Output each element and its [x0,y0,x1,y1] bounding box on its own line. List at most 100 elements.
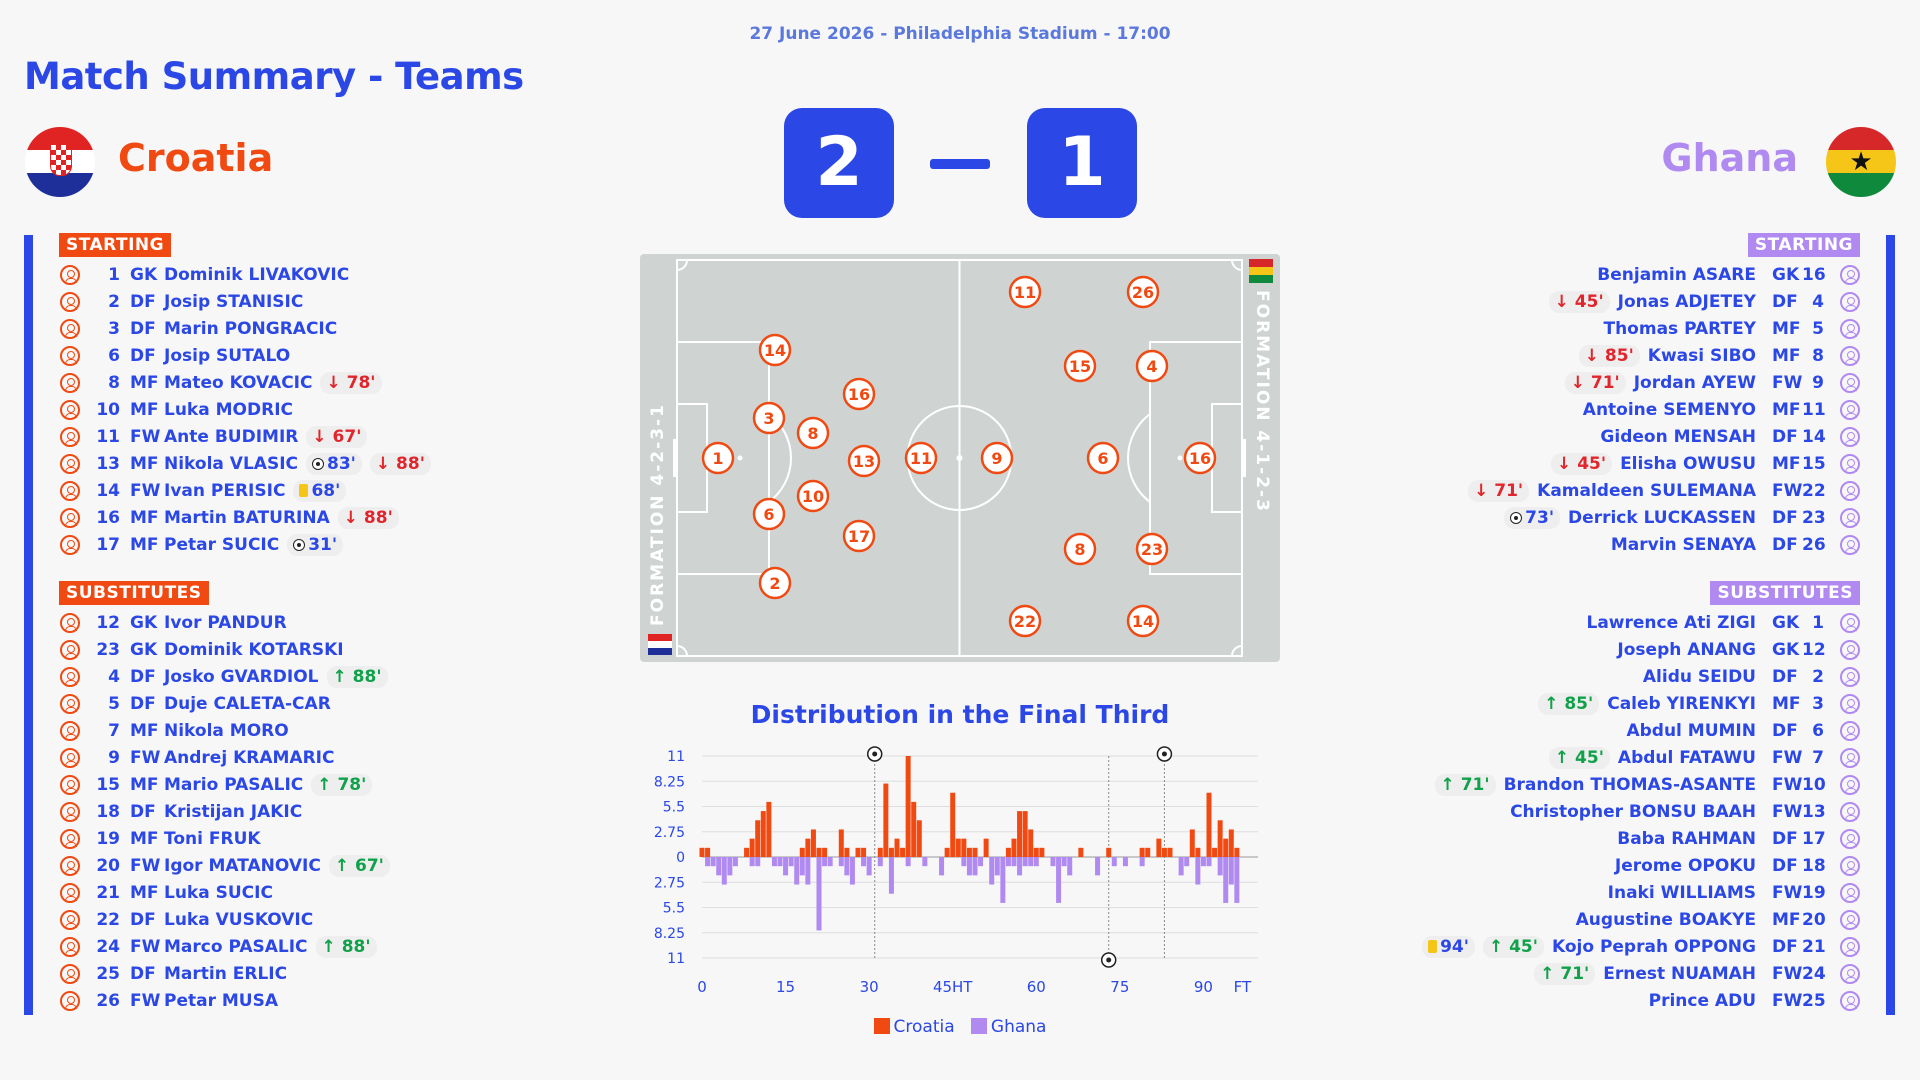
sub-out-badge: ↓ 71' [1564,372,1626,394]
player-row[interactable]: 15 MF Mario PASALIC ↑ 78' [60,772,373,799]
player-row[interactable]: 11 FW Ante BUDIMIR ↓ 67' [60,424,368,451]
player-position: GK [130,613,158,633]
player-row[interactable]: Alidu SEIDU DF 2 [1643,664,1860,691]
player-number: 7 [1812,748,1824,768]
player-row[interactable]: 18 DF Kristijan JAKIC [60,799,302,826]
player-row[interactable]: ↑ 71' Brandon THOMAS-ASANTE FW10 [1434,772,1860,799]
player-icon [60,400,80,420]
player-row[interactable]: ↑ 85' Caleb YIRENKYI MF 3 [1538,691,1860,718]
player-row[interactable]: Lawrence Ati ZIGI GK 1 [1586,610,1860,637]
player-row[interactable]: Baba RAHMAN DF 17 [1617,826,1860,853]
sub-out-badge: ↓ 71' [1468,480,1530,502]
croatia-bar [894,838,900,857]
svg-text:6: 6 [763,505,774,524]
croatia-bar [1167,847,1173,857]
player-row[interactable]: ↓ 71' Kamaldeen SULEMANA FW22 [1468,478,1860,505]
player-row[interactable]: 9 FW Andrej KRAMARIC [60,745,334,772]
player-name: Kristijan JAKIC [164,802,303,822]
player-icon [1840,427,1860,447]
player-row[interactable]: ↓ 45' Elisha OWUSU MF15 [1551,451,1860,478]
player-row[interactable]: 19 MF Toni FRUK [60,826,261,853]
player-row[interactable]: Augustine BOAKYE MF20 [1576,907,1860,934]
sub-out-badge: ↓ 45' [1548,291,1610,313]
ghana-bar [732,857,738,867]
player-row[interactable]: Inaki WILLIAMS FW19 [1608,880,1860,907]
away-goal-box [1211,403,1243,513]
player-row[interactable]: 1 GK Dominik LIVAKOVIC [60,262,349,289]
player-row[interactable]: Marvin SENAYA DF 26 [1611,532,1860,559]
corner-arc [1231,259,1243,271]
player-row[interactable]: Gideon MENSAH DF 14 [1600,424,1860,451]
player-row[interactable]: 25 DF Martin ERLIC [60,961,287,988]
player-row[interactable]: ↓ 85' Kwasi SIBO MF 8 [1578,343,1860,370]
player-row[interactable]: 6 DF Josip SUTALO [60,343,290,370]
player-number: 4 [1812,292,1824,312]
player-row[interactable]: 20 FW Igor MATANOVIC ↑ 67' [60,853,390,880]
away-player-marker: 8 [1063,532,1097,566]
player-icon [60,508,80,528]
croatia-bar [983,838,989,857]
home-team-name: Croatia [118,136,274,180]
corner-arc [676,259,688,271]
player-row[interactable]: 94' ↑ 45' Kojo Peprah OPPONG DF 21 [1422,934,1860,961]
player-name: Augustine BOAKYE [1575,910,1756,930]
player-row[interactable]: 16 MF Martin BATURINA ↓ 88' [60,505,399,532]
player-row[interactable]: Abdul MUMIN DF 6 [1626,718,1860,745]
player-number: 17 [1802,829,1826,849]
player-row[interactable]: 22 DF Luka VUSKOVIC [60,907,313,934]
player-row[interactable]: 2 DF Josip STANISIC [60,289,303,316]
player-row[interactable]: ↑ 71' Ernest NUAMAH FW24 [1534,961,1860,988]
player-row[interactable]: 23 GK Dominik KOTARSKI [60,637,344,664]
player-number: 4 [108,667,120,687]
player-row[interactable]: 10 MF Luka MODRIC [60,397,293,424]
player-name: Luka VUSKOVIC [164,910,314,930]
player-row[interactable]: 73' Derrick LUCKASSEN DF 23 [1504,505,1860,532]
player-row[interactable]: 8 MF Mateo KOVACIC ↓ 78' [60,370,382,397]
player-row[interactable]: 21 MF Luka SUCIC [60,880,273,907]
player-row[interactable]: Christopher BONSU BAAH FW13 [1510,799,1860,826]
player-row[interactable]: 24 FW Marco PASALIC ↑ 88' [60,934,377,961]
player-name: Joseph ANANG [1617,640,1756,660]
player-row[interactable]: ↓ 45' Jonas ADJETEY DF 4 [1548,289,1860,316]
player-name: Ante BUDIMIR [164,427,299,447]
player-row[interactable]: 5 DF Duje CALETA-CAR [60,691,331,718]
x-tick-label: 90 [1194,978,1213,996]
player-row[interactable]: Benjamin ASARE GK 16 [1597,262,1860,289]
player-icon [1840,964,1860,984]
player-icon [1840,508,1860,528]
ghana-bar [816,857,822,931]
player-row[interactable]: ↑ 45' Abdul FATAWU FW 7 [1548,745,1860,772]
player-icon [1840,883,1860,903]
ghana-bar [989,857,995,885]
player-position: FW [1772,991,1803,1011]
player-row[interactable]: Thomas PARTEY MF 5 [1603,316,1860,343]
player-icon [1840,535,1860,555]
player-row[interactable]: 14 FW Ivan PERISIC 68' [60,478,347,505]
player-number: 14 [96,481,120,501]
player-row[interactable]: 26 FW Petar MUSA [60,988,278,1015]
home-player-marker: 14 [758,333,792,367]
croatia-bar [844,847,850,857]
player-number: 21 [96,883,120,903]
player-number: 17 [96,535,120,555]
player-row[interactable]: 12 GK Ivor PANDUR [60,610,287,637]
player-icon [60,721,80,741]
player-row[interactable]: 13 MF Nikola VLASIC 83' ↓ 88' [60,451,431,478]
ghana-bar [1217,857,1223,876]
player-position: DF [1772,856,1798,876]
player-row[interactable]: Prince ADU FW25 [1649,988,1860,1015]
player-position: DF [1772,667,1798,687]
player-position: FW [130,856,161,876]
player-row[interactable]: Joseph ANANG GK 12 [1617,637,1860,664]
player-position: MF [130,721,159,741]
player-row[interactable]: 4 DF Josko GVARDIOL ↑ 88' [60,664,388,691]
player-row[interactable]: 3 DF Marin PONGRACIC [60,316,337,343]
y-tick-label: 5.5 [663,800,685,816]
player-row[interactable]: Jerome OPOKU DF 18 [1615,853,1860,880]
player-row[interactable]: 7 MF Nikola MORO [60,718,289,745]
match-meta: 27 June 2026 - Philadelphia Stadium - 17… [749,24,1171,44]
player-row[interactable]: 17 MF Petar SUCIC 31' [60,532,344,559]
player-row[interactable]: Antoine SEMENYO MF11 [1583,397,1860,424]
player-row[interactable]: ↓ 71' Jordan AYEW FW 9 [1564,370,1860,397]
player-name: Nikola VLASIC [164,454,298,474]
